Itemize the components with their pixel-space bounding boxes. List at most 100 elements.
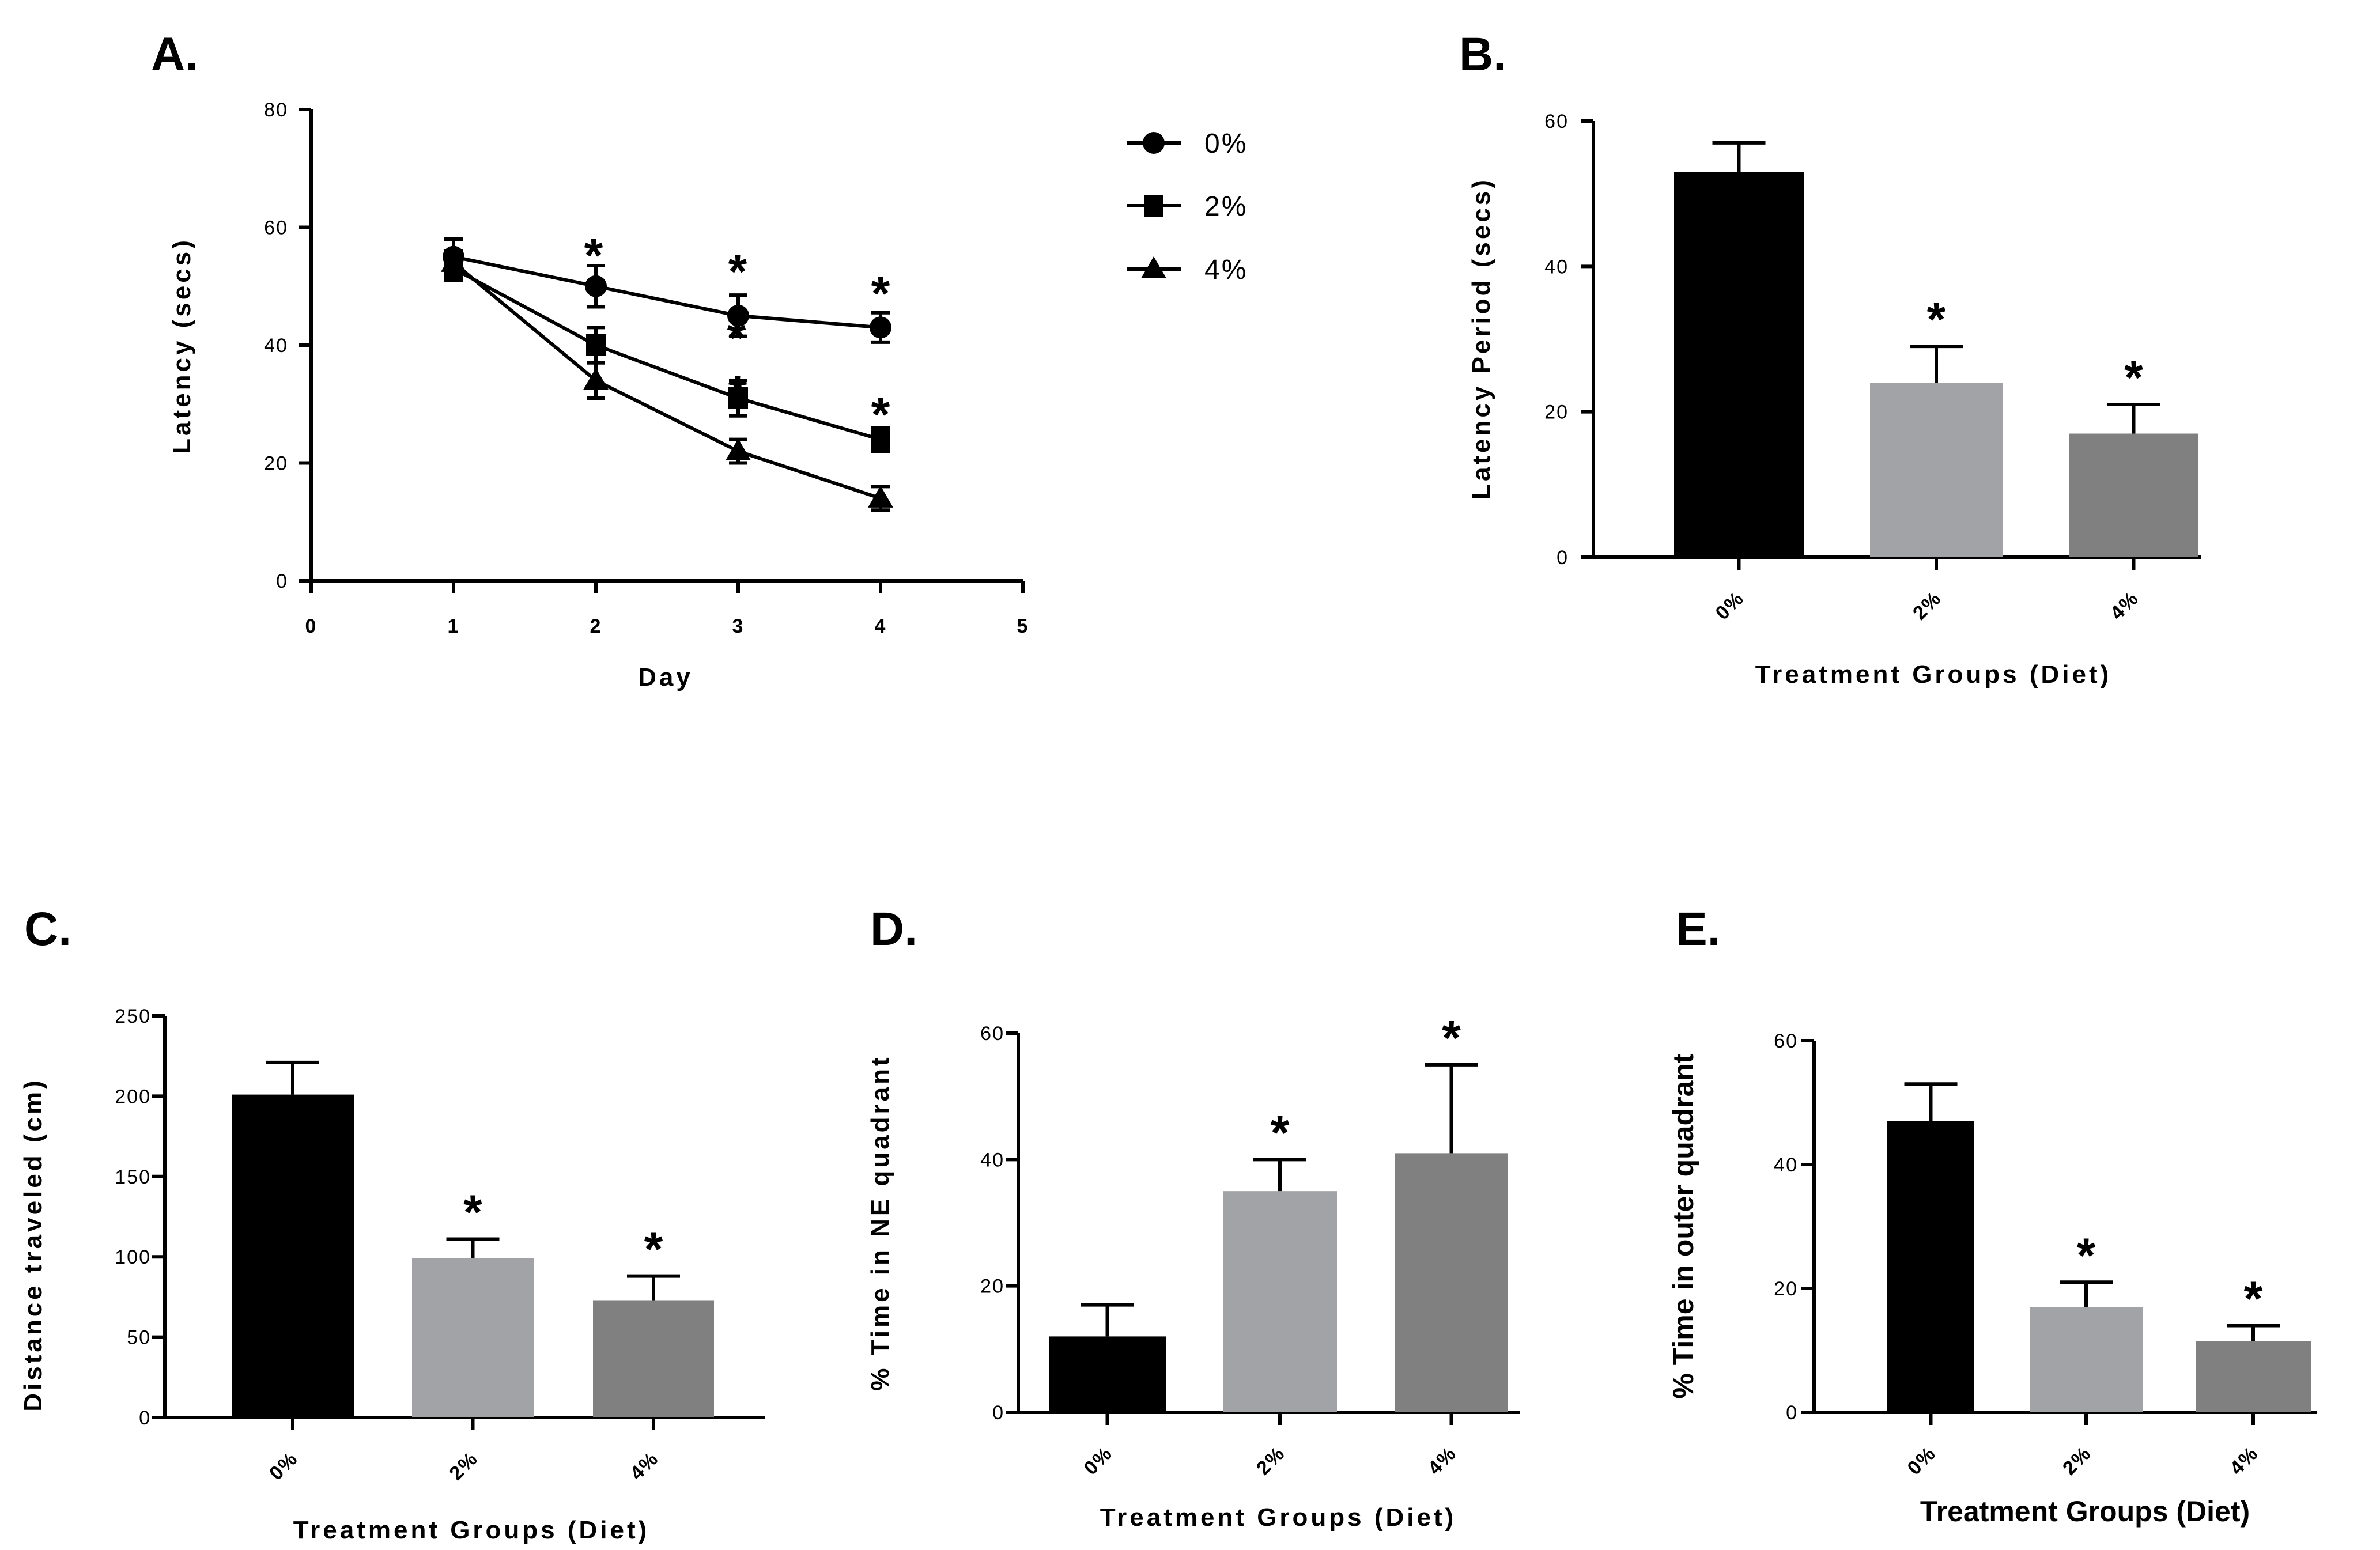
x-tick-label: 4% [626, 1447, 663, 1484]
x-tick-label: 4% [2226, 1442, 2262, 1479]
legend-marker [1143, 132, 1165, 154]
panel-e: E. 0 20 40 60 0% 2% * 4% * Treatment Groups (Diet)… [1667, 903, 2317, 1528]
bar-4pct [2069, 433, 2198, 557]
y-tick-label: 20 [1544, 402, 1569, 424]
data-point [728, 387, 748, 410]
bar-4pct [2196, 1341, 2311, 1412]
data-point [727, 304, 749, 327]
y-tick-label: 40 [264, 335, 288, 357]
significance-star: * [463, 1185, 482, 1239]
y-tick-label: 60 [1544, 111, 1569, 133]
panel-label: C. [24, 903, 71, 955]
y-tick-label: 20 [1774, 1278, 1798, 1300]
bar-0pct [1049, 1336, 1166, 1412]
data-point [441, 249, 466, 272]
significance-star: * [2077, 1228, 2096, 1282]
x-tick-label: 4% [2106, 587, 2143, 624]
significance-star: * [2124, 350, 2143, 404]
series-line [452, 267, 881, 441]
x-tick-label: 0% [1711, 587, 1748, 624]
y-tick-label: 200 [115, 1086, 151, 1107]
data-point [868, 485, 893, 508]
y-tick-label: 0 [1557, 547, 1569, 569]
data-point [871, 428, 890, 451]
y-tick-label: 60 [980, 1023, 1004, 1045]
y-axis-label: Distance traveled (cm) [19, 1078, 47, 1412]
x-tick-label: 4 [875, 615, 887, 637]
y-tick-label: 20 [980, 1276, 1004, 1298]
y-tick-label: 100 [115, 1246, 151, 1268]
series-4pct [441, 249, 893, 512]
x-tick-label: 2% [1909, 587, 1945, 624]
significance-star: * [871, 266, 890, 320]
y-tick-label: 40 [1544, 256, 1569, 278]
bar-4pct [593, 1300, 714, 1417]
legend-label: 0% [1204, 128, 1248, 159]
x-tick-label: 0 [305, 615, 318, 637]
panel-d: D. 0 20 40 60 0% 2% * 4% * Treatment Groups (Diet)… [866, 903, 1520, 1532]
legend-marker [1144, 195, 1163, 217]
significance-star: * [728, 244, 747, 298]
x-tick-label: 2% [1252, 1442, 1289, 1479]
bar-0pct [232, 1094, 354, 1417]
panel-label: B. [1459, 28, 1506, 81]
x-tick-label: 5 [1017, 615, 1029, 637]
significance-star: * [728, 365, 747, 419]
x-tick-label: 2% [445, 1447, 482, 1484]
y-tick-label: 0 [992, 1402, 1004, 1424]
x-tick-label: 4% [1423, 1442, 1460, 1479]
x-axis-label: Treatment Groups (Diet) [1100, 1503, 1457, 1532]
legend: 0% 2% 4% [1127, 128, 1248, 285]
series-2pct [444, 255, 890, 453]
significance-star: * [2244, 1272, 2263, 1326]
significance-star: * [727, 311, 746, 365]
significance-star: * [584, 228, 603, 282]
panel-c: C. 0 50 100 150 200 250 0% 2% * 4% * Treatment Group… [19, 903, 765, 1544]
y-tick-label: 20 [264, 453, 288, 475]
significance-star: * [1442, 1011, 1461, 1065]
x-tick-label: 2% [2058, 1442, 2095, 1479]
legend-marker [1141, 256, 1166, 278]
significance-star: * [1271, 1105, 1290, 1159]
y-axis-label: Latency (secs) [168, 237, 196, 454]
panel-label: E. [1676, 903, 1720, 955]
bar-0pct [1674, 172, 1804, 558]
x-axis-label: Treatment Groups (Diet) [293, 1516, 650, 1544]
y-tick-label: 50 [127, 1327, 151, 1349]
series-0pct [443, 237, 891, 344]
legend-label: 4% [1204, 255, 1248, 285]
y-tick-label: 150 [115, 1166, 151, 1188]
series-line [452, 261, 881, 500]
x-tick-label: 0% [1079, 1442, 1116, 1479]
y-axis-label: % Time in outer quadrant [1667, 1053, 1699, 1398]
x-axis-label: Day [638, 663, 693, 691]
data-point [583, 368, 609, 390]
y-tick-label: 40 [1774, 1154, 1798, 1176]
x-tick-label: 0% [265, 1447, 302, 1484]
y-tick-label: 80 [264, 99, 288, 121]
panel-b: B. 0 20 40 60 0% 2% * 4% * Treatment Groups (Diet)… [1459, 28, 2201, 689]
data-point [726, 438, 751, 461]
series-line [453, 255, 881, 330]
y-tick-label: 0 [276, 570, 288, 592]
data-point [586, 334, 606, 356]
data-point [585, 275, 607, 297]
x-tick-label: 0% [1903, 1442, 1940, 1479]
x-axis-label: Treatment Groups (Diet) [1755, 660, 2112, 689]
bar-0pct [1887, 1121, 1974, 1412]
y-tick-label: 60 [264, 217, 288, 239]
significance-star: * [644, 1222, 663, 1276]
y-tick-label: 40 [980, 1149, 1004, 1171]
bar-2pct [2030, 1307, 2143, 1412]
panel-label: D. [870, 903, 917, 955]
x-tick-label: 1 [448, 615, 460, 637]
x-tick-label: 2 [590, 615, 602, 637]
x-tick-label: 3 [732, 615, 745, 637]
x-axis-label: Treatment Groups (Diet) [1920, 1495, 2250, 1528]
bar-4pct [1395, 1153, 1508, 1412]
significance-star: * [871, 387, 890, 441]
y-tick-label: 0 [139, 1407, 151, 1429]
y-tick-label: 250 [115, 1005, 151, 1027]
significance-star: * [1927, 292, 1946, 346]
